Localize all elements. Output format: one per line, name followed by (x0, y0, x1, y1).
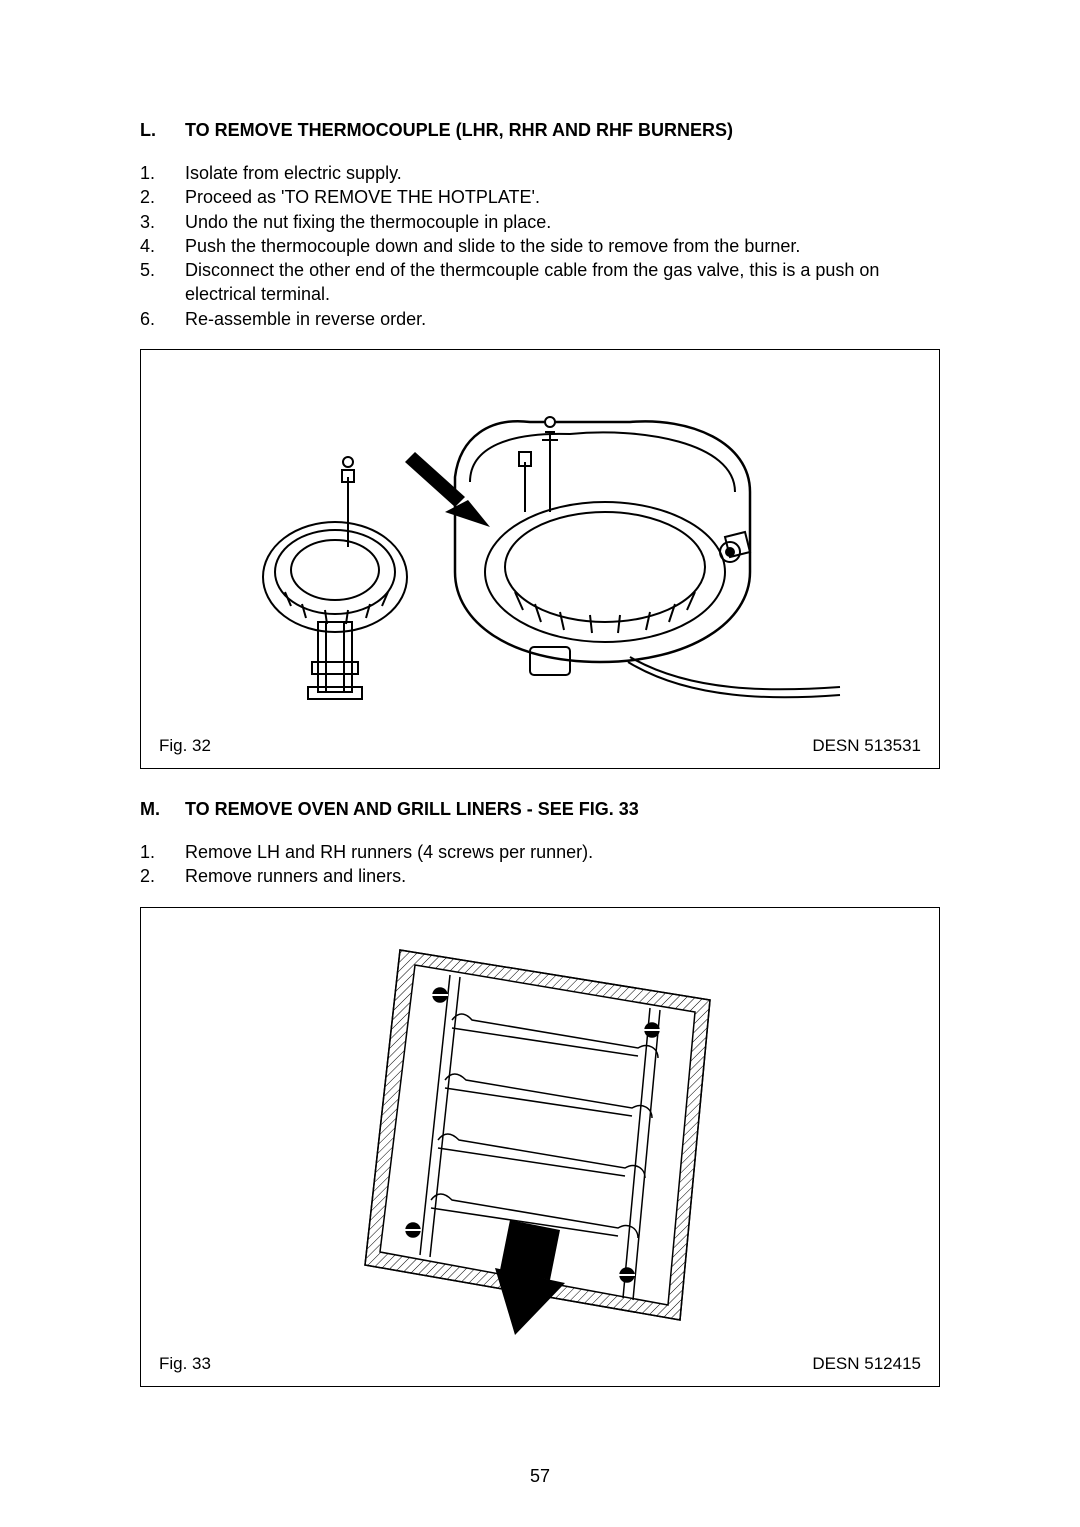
list-text: Isolate from electric supply. (185, 161, 940, 185)
list-item: 6. Re-assemble in reverse order. (140, 307, 940, 331)
figure-33-box: Fig. 33 DESN 512415 (140, 907, 940, 1387)
figure-32-desn: DESN 513531 (812, 736, 921, 756)
section-l-letter: L. (140, 120, 185, 141)
figure-33-label: Fig. 33 (159, 1354, 211, 1374)
list-item: 2. Proceed as 'TO REMOVE THE HOTPLATE'. (140, 185, 940, 209)
figure-32-labels: Fig. 32 DESN 513531 (159, 736, 921, 756)
list-item: 5. Disconnect the other end of the therm… (140, 258, 940, 307)
figure-32-label: Fig. 32 (159, 736, 211, 756)
section-m-list: 1. Remove LH and RH runners (4 screws pe… (140, 840, 940, 889)
list-num: 1. (140, 161, 185, 185)
list-num: 5. (140, 258, 185, 307)
list-num: 1. (140, 840, 185, 864)
section-m-title: TO REMOVE OVEN AND GRILL LINERS - SEE FI… (185, 799, 940, 820)
list-text: Disconnect the other end of the thermcou… (185, 258, 940, 307)
list-num: 2. (140, 864, 185, 888)
arrow-icon (405, 452, 490, 527)
list-text: Push the thermocouple down and slide to … (185, 234, 940, 258)
list-num: 4. (140, 234, 185, 258)
list-num: 2. (140, 185, 185, 209)
arrow-icon (495, 1220, 565, 1335)
list-text: Re-assemble in reverse order. (185, 307, 940, 331)
list-item: 2. Remove runners and liners. (140, 864, 940, 888)
list-num: 3. (140, 210, 185, 234)
figure-33-illustration (280, 920, 800, 1340)
list-text: Undo the nut fixing the thermocouple in … (185, 210, 940, 234)
section-l-title: TO REMOVE THERMOCOUPLE (LHR, RHR AND RHF… (185, 120, 940, 141)
figure-33-desn: DESN 512415 (812, 1354, 921, 1374)
figure-32-illustration (230, 362, 850, 722)
list-item: 4. Push the thermocouple down and slide … (140, 234, 940, 258)
list-text: Remove LH and RH runners (4 screws per r… (185, 840, 940, 864)
section-m-letter: M. (140, 799, 185, 820)
list-text: Remove runners and liners. (185, 864, 940, 888)
figure-32-box: Fig. 32 DESN 513531 (140, 349, 940, 769)
list-text: Proceed as 'TO REMOVE THE HOTPLATE'. (185, 185, 940, 209)
list-num: 6. (140, 307, 185, 331)
section-l-heading: L. TO REMOVE THERMOCOUPLE (LHR, RHR AND … (140, 120, 940, 141)
figure-33-labels: Fig. 33 DESN 512415 (159, 1354, 921, 1374)
page-number: 57 (0, 1466, 1080, 1487)
section-m-heading: M. TO REMOVE OVEN AND GRILL LINERS - SEE… (140, 799, 940, 820)
list-item: 1. Isolate from electric supply. (140, 161, 940, 185)
list-item: 1. Remove LH and RH runners (4 screws pe… (140, 840, 940, 864)
list-item: 3. Undo the nut fixing the thermocouple … (140, 210, 940, 234)
section-l-list: 1. Isolate from electric supply. 2. Proc… (140, 161, 940, 331)
document-page: L. TO REMOVE THERMOCOUPLE (LHR, RHR AND … (0, 0, 1080, 1527)
